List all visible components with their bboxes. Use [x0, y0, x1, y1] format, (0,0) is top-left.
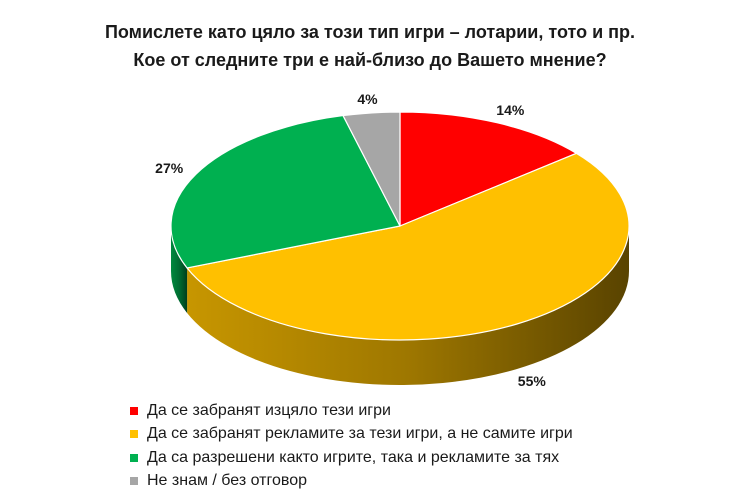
chart-title: Помислете като цяло за този тип игри – л… — [0, 18, 740, 74]
pie-labels: 14% 55% 27% 4% — [155, 91, 546, 389]
data-label-1: 55% — [518, 373, 547, 389]
legend-item: Да се забранят рекламите за тези игри, а… — [130, 423, 573, 447]
chart-title-line-1: Помислете като цяло за този тип игри – л… — [104, 22, 636, 42]
legend-swatch — [130, 430, 138, 439]
legend-label: Не знам / без отговор — [147, 472, 307, 490]
pie-slice-0 — [399, 111, 578, 227]
pie-top — [170, 111, 630, 341]
pie-slice-1 — [186, 152, 630, 341]
legend-label: Да се забранят рекламите за тези игри, а… — [147, 425, 573, 443]
pie-slice-2 — [170, 114, 401, 269]
pie-side-1 — [187, 226, 630, 385]
legend: Да се забранят изцяло тези игри Да се за… — [130, 399, 573, 493]
legend-swatch — [130, 453, 138, 462]
legend-swatch — [130, 406, 138, 415]
data-label-0: 14% — [496, 102, 525, 118]
legend-swatch — [130, 477, 138, 486]
pie-slice-3 — [342, 111, 401, 227]
legend-item: Да са разрешени както игрите, така и рек… — [130, 446, 573, 470]
legend-label: Да са разрешени както игрите, така и рек… — [147, 448, 560, 466]
data-label-2: 27% — [155, 160, 184, 176]
legend-item: Да се забранят изцяло тези игри — [130, 399, 573, 423]
chart-title-line-2: Кое от следните три е най-близо до Вашет… — [133, 50, 607, 70]
legend-label: Да се забранят изцяло тези игри — [147, 401, 391, 419]
data-label-3: 4% — [357, 91, 378, 107]
pie-chart: 14% 55% 27% 4% — [155, 91, 630, 389]
legend-item: Не знам / без отговор — [130, 470, 573, 494]
